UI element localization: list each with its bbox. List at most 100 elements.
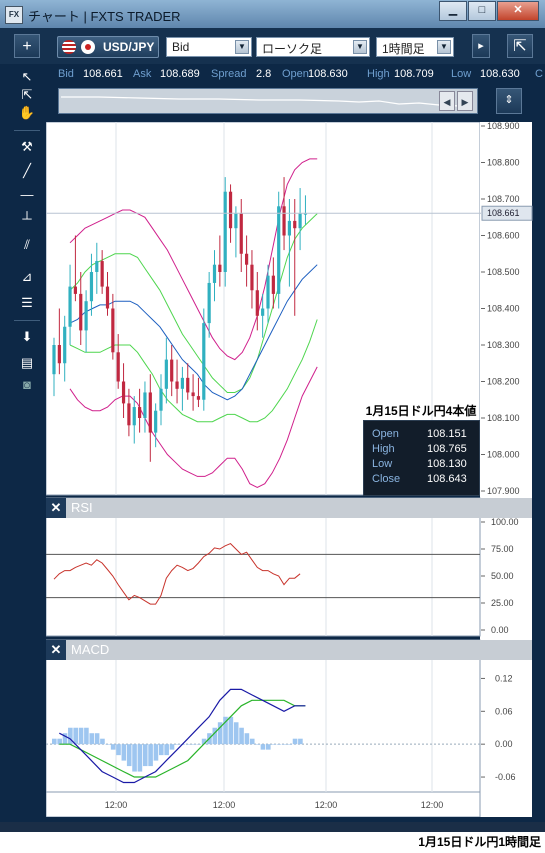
macd-signal-line (59, 699, 306, 778)
tooltip-value: 108.643 (427, 473, 467, 485)
fib-retracement-icon[interactable]: ☰ (21, 295, 33, 310)
chevron-down-icon: ▼ (353, 40, 367, 54)
candle-body (202, 323, 206, 400)
bollinger-upper-line (69, 158, 318, 361)
chart-toolbar: + USD/JPY Bid ▼ ローソク足 ▼ 1時間足 ▼ ▸ ⇱ (0, 28, 545, 64)
candle-body (148, 392, 152, 433)
candle-body (121, 381, 126, 404)
candle-body (111, 308, 115, 353)
fibonacci-icon[interactable]: ⊿ (21, 269, 33, 284)
macd-histogram-bar (191, 744, 196, 745)
candle-body (84, 301, 88, 331)
time-axis-bg (45, 791, 481, 818)
rsi-axis-label: 100.00 (491, 517, 519, 527)
price-axis-label: 108.900 (487, 122, 520, 131)
expand-panel-button[interactable]: ▸ (472, 34, 490, 58)
tooltip-key: High (372, 443, 395, 455)
candle-body (303, 213, 308, 215)
symbol-label: USD/JPY (103, 40, 155, 54)
macd-panel-label: ✕ MACD (46, 640, 128, 660)
macd-histogram-bar (116, 744, 121, 756)
candle-body (138, 407, 142, 418)
navigator-minimap[interactable]: ◀ ▶ (58, 88, 478, 114)
period-value: 1時間足 (382, 42, 425, 56)
candle-body (255, 290, 259, 316)
crosshair-icon[interactable]: ⇱ (21, 87, 33, 102)
divider (14, 320, 40, 321)
macd-histogram-bar (239, 727, 244, 745)
open-value: 108.630 (308, 68, 348, 80)
macd-histogram-bar (57, 738, 62, 745)
macd-histogram-bar (89, 733, 95, 745)
price-axis-label: 108.600 (487, 231, 520, 241)
price-type-select[interactable]: Bid ▼ (166, 37, 252, 57)
close-rsi-button[interactable]: ✕ (46, 498, 66, 518)
macd-histogram-bar (164, 744, 169, 756)
spread-value: 2.8 (256, 68, 272, 80)
price-axis-label: 108.000 (487, 450, 520, 460)
chart-type-value: ローソク足 (262, 42, 323, 56)
close-macd-button[interactable]: ✕ (46, 640, 66, 660)
candle-body (95, 261, 99, 272)
time-axis-label: 12:00 (315, 800, 338, 810)
candle-body (68, 286, 72, 327)
chart-type-select[interactable]: ローソク足 ▼ (256, 37, 370, 57)
period-select[interactable]: 1時間足 ▼ (376, 37, 454, 57)
macd-histogram-bar (228, 716, 234, 745)
right-frame (532, 122, 545, 817)
add-chart-button[interactable]: + (14, 34, 40, 58)
macd-histogram-bar (282, 744, 287, 745)
list-icon[interactable]: ▤ (20, 355, 34, 370)
candle-body (79, 293, 83, 331)
macd-histogram-bar (201, 738, 207, 745)
figure-caption: 1月15日ドル円1時間足 (418, 835, 541, 849)
title-bar[interactable]: FX チャート | FXTS TRADER ▁ □ ✕ (0, 0, 545, 28)
chart-area[interactable]: 108.900 108.800 108.700 108.600 108.500 108.4… (45, 121, 545, 818)
macd-histogram-bar (94, 733, 100, 745)
rsi-axis-label: 75.00 (491, 544, 514, 554)
macd-histogram-bar (223, 716, 228, 745)
symbol-selector[interactable]: USD/JPY (57, 36, 159, 58)
scroll-left-button[interactable]: ◀ (439, 91, 455, 111)
spread-label: Spread (211, 68, 247, 80)
candle-body (196, 396, 201, 400)
close-button[interactable]: ✕ (497, 1, 539, 21)
macd-histogram-bar (244, 733, 250, 745)
candle-body (293, 220, 297, 229)
macd-histogram-bar (132, 744, 137, 772)
macd-histogram-bar (169, 744, 175, 750)
horizontal-line-icon[interactable]: — (20, 187, 34, 202)
candle-body (159, 388, 163, 411)
macd-header-bg (46, 640, 545, 660)
candle-body (73, 286, 77, 294)
macd-axis-label: 0.06 (495, 706, 513, 716)
macd-histogram-bar (100, 738, 105, 745)
pin-icon[interactable]: ⚒ (21, 139, 33, 154)
macd-histogram-bar (271, 744, 276, 745)
vertical-line-icon[interactable]: ┴ (22, 211, 32, 226)
rsi-label: RSI (71, 500, 93, 515)
price-axis-label: 108.100 (487, 413, 520, 423)
candle-body (132, 407, 136, 426)
zoom-button[interactable]: ⇕ (496, 88, 522, 114)
camera-icon[interactable]: ◙ (23, 377, 31, 392)
download-icon[interactable]: ⬇ (21, 329, 33, 344)
tooltip-box: Open 108.151 High 108.765 Low 108.130 Close… (363, 420, 480, 496)
trendline-icon[interactable]: ╱ (23, 163, 31, 178)
low-value: 108.630 (480, 68, 520, 80)
rsi-axis-label: 50.00 (491, 571, 514, 581)
detach-window-button[interactable]: ⇱ (507, 34, 533, 58)
low-label: Low (451, 68, 472, 80)
scroll-right-button[interactable]: ▶ (457, 91, 473, 111)
macd-histogram-bar (266, 744, 271, 750)
cursor-icon[interactable]: ↖ (21, 69, 33, 84)
macd-histogram-bar (159, 744, 164, 756)
hand-icon[interactable]: ✋ (18, 105, 36, 120)
candle-body (250, 264, 254, 291)
minimize-button[interactable]: ▁ (439, 1, 467, 21)
channel-icon[interactable]: ⫽ (24, 237, 30, 252)
time-axis-label: 12:00 (421, 800, 444, 810)
candle-body (180, 377, 184, 389)
current-price-tag (481, 205, 533, 221)
maximize-button[interactable]: □ (468, 1, 496, 21)
